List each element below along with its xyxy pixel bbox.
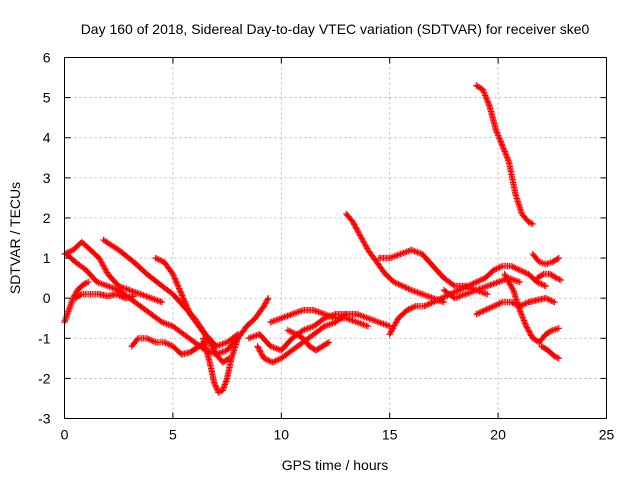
series-track-e — [61, 278, 92, 326]
marker-trace — [538, 343, 562, 362]
series-track-m — [343, 210, 448, 306]
marker-trace — [245, 311, 393, 354]
y-tick-label: 0 — [43, 290, 51, 306]
y-axis-label: SDTVAR / TECUs — [7, 182, 23, 294]
chart-title: Day 160 of 2018, Sidereal Day-to-day VTE… — [81, 21, 590, 37]
marker-trace — [72, 291, 138, 302]
y-axis-ticks: -3 -2 -1 0 1 2 3 4 5 6 — [38, 50, 607, 427]
marker-trace — [501, 270, 562, 346]
marker-trace — [386, 262, 549, 338]
series-track-t — [529, 250, 562, 268]
series-track-k — [284, 327, 333, 354]
y-tick-label: -3 — [38, 411, 51, 427]
x-tick-label: 0 — [61, 427, 69, 443]
marker-trace — [152, 254, 233, 366]
series-track-f — [72, 291, 138, 302]
y-tick-label: 4 — [43, 130, 51, 146]
x-tick-label: 25 — [599, 427, 615, 443]
series-track-h — [200, 295, 272, 396]
series-track-g — [128, 335, 209, 358]
marker-trace — [529, 250, 562, 268]
x-tick-label: 10 — [274, 427, 290, 443]
x-tick-label: 20 — [490, 427, 506, 443]
series-track-o — [386, 262, 549, 338]
series-track-u — [538, 343, 562, 362]
marker-trace — [128, 335, 209, 358]
plot-frame — [64, 57, 607, 419]
marker-trace — [343, 210, 448, 306]
y-tick-label: -2 — [38, 370, 51, 386]
y-tick-label: 5 — [43, 90, 51, 106]
series-track-i — [245, 311, 393, 354]
series-track-d — [152, 254, 233, 366]
marker-trace — [200, 295, 272, 396]
y-tick-label: 2 — [43, 210, 51, 226]
series-track-s — [501, 270, 562, 346]
y-tick-label: 1 — [43, 250, 51, 266]
x-tick-label: 15 — [382, 427, 398, 443]
marker-trace — [61, 278, 92, 326]
x-tick-label: 5 — [169, 427, 177, 443]
marker-trace — [267, 307, 372, 330]
x-axis-label: GPS time / hours — [282, 457, 389, 473]
series-track-l — [267, 307, 372, 330]
y-tick-label: 6 — [43, 50, 51, 66]
data-points — [61, 82, 565, 396]
x-axis-ticks: 0 5 10 15 20 25 — [61, 57, 615, 443]
series-track-p — [440, 274, 523, 302]
y-tick-label: -1 — [38, 330, 51, 346]
y-tick-label: 3 — [43, 170, 51, 186]
marker-trace — [533, 270, 565, 284]
marker-trace — [473, 82, 536, 228]
grid-lines — [64, 57, 607, 419]
series-track-r — [473, 82, 536, 228]
marker-trace — [440, 274, 523, 302]
marker-trace — [284, 327, 333, 354]
series-track-v — [533, 270, 565, 284]
